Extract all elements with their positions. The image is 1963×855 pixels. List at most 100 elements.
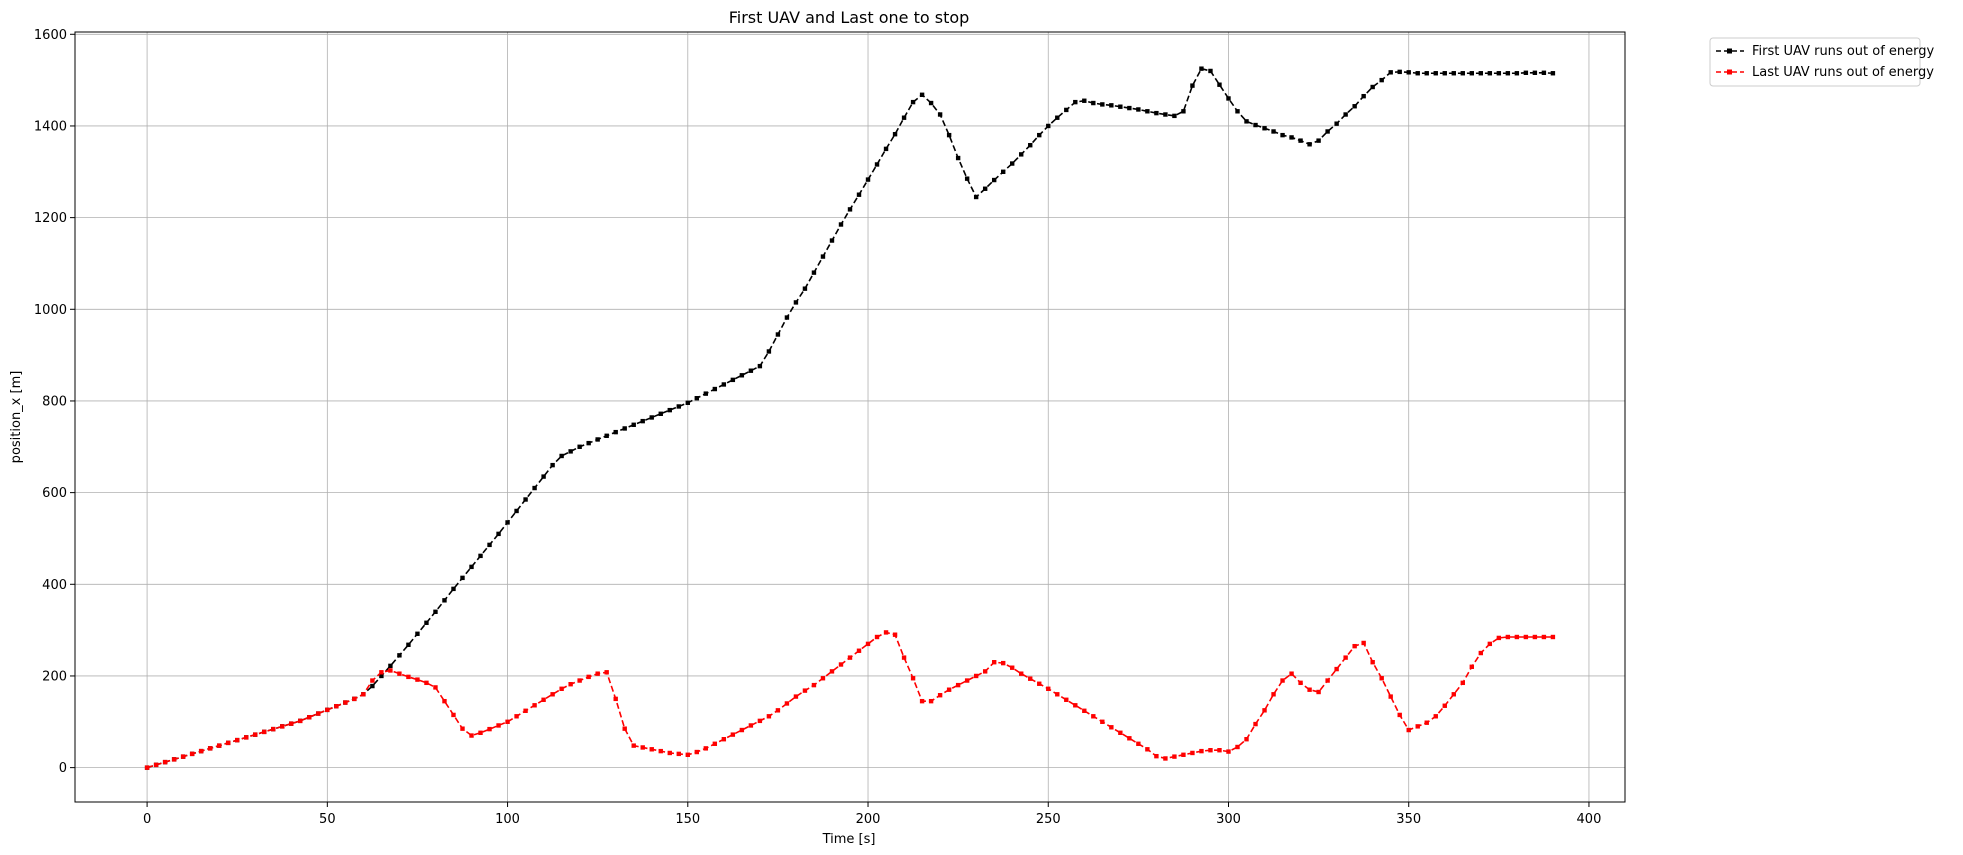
data-point xyxy=(1127,736,1132,741)
data-point xyxy=(1370,660,1375,665)
data-point xyxy=(379,673,384,679)
data-point xyxy=(1460,680,1465,686)
data-point xyxy=(685,752,690,757)
data-point xyxy=(1190,83,1195,88)
data-point xyxy=(685,400,690,405)
data-point xyxy=(811,682,817,688)
data-point xyxy=(1397,712,1402,718)
data-point xyxy=(1343,655,1348,660)
data-point xyxy=(532,485,537,491)
data-point xyxy=(1046,686,1051,691)
data-point xyxy=(1397,69,1402,75)
data-point xyxy=(343,700,348,705)
y-tick-label: 0 xyxy=(59,761,67,776)
data-point xyxy=(1487,71,1493,76)
data-point xyxy=(973,673,979,679)
data-point xyxy=(1118,730,1123,735)
x-tick-label: 250 xyxy=(1036,812,1061,827)
data-point xyxy=(1496,635,1502,641)
data-point xyxy=(649,747,654,752)
data-point xyxy=(1325,129,1330,134)
data-point xyxy=(838,662,844,667)
data-point xyxy=(1406,70,1411,75)
data-point xyxy=(334,704,339,709)
data-point xyxy=(667,750,672,756)
data-point xyxy=(1226,96,1231,101)
data-point xyxy=(487,542,492,548)
data-point xyxy=(667,407,672,413)
data-point xyxy=(1415,724,1420,729)
data-point xyxy=(982,669,988,674)
data-point xyxy=(1118,104,1123,109)
x-tick-label: 200 xyxy=(856,812,881,827)
data-point xyxy=(1280,678,1285,683)
data-point xyxy=(1487,641,1493,647)
data-point xyxy=(604,670,609,675)
plot-series xyxy=(144,66,1556,770)
data-point xyxy=(1253,721,1258,727)
data-point xyxy=(1271,129,1276,134)
data-point xyxy=(415,631,420,636)
data-point xyxy=(919,698,925,704)
data-point xyxy=(559,453,564,459)
data-point xyxy=(162,759,168,765)
data-point xyxy=(189,751,195,757)
data-point xyxy=(1127,105,1132,111)
data-point xyxy=(487,726,492,732)
data-point xyxy=(514,508,519,514)
data-point xyxy=(1334,666,1339,672)
data-point xyxy=(874,162,880,167)
data-point xyxy=(433,685,438,690)
data-point xyxy=(1325,678,1330,683)
data-point xyxy=(1541,70,1547,75)
data-point xyxy=(802,286,808,291)
data-point xyxy=(712,386,718,392)
data-point xyxy=(1523,70,1529,75)
data-point xyxy=(874,634,880,640)
data-point xyxy=(982,186,988,191)
data-point xyxy=(505,520,510,525)
data-point xyxy=(1154,110,1159,116)
data-point xyxy=(478,553,483,559)
data-point xyxy=(1352,104,1357,109)
data-point xyxy=(1082,708,1087,713)
data-point xyxy=(721,382,727,387)
data-point xyxy=(523,708,528,713)
data-point xyxy=(325,707,330,713)
data-point xyxy=(1343,112,1348,117)
data-point xyxy=(838,222,844,227)
data-point xyxy=(1496,71,1502,76)
legend: First UAV runs out of energy Last UAV ru… xyxy=(1709,37,1935,87)
data-point xyxy=(1532,634,1538,640)
data-point xyxy=(640,745,645,750)
data-point xyxy=(694,749,699,755)
data-point xyxy=(1307,687,1312,692)
data-point xyxy=(1190,750,1195,756)
data-point xyxy=(1505,634,1511,640)
data-point xyxy=(901,655,907,660)
data-point xyxy=(946,687,952,692)
data-point xyxy=(1424,720,1429,725)
data-point xyxy=(1154,753,1159,759)
data-point xyxy=(712,741,718,746)
data-point xyxy=(298,718,303,724)
y-tick-label: 800 xyxy=(42,394,67,409)
data-point xyxy=(1091,714,1096,719)
data-point xyxy=(144,765,150,770)
data-point xyxy=(586,440,591,446)
y-tick-label: 1200 xyxy=(34,211,67,226)
data-point xyxy=(370,678,375,683)
data-point xyxy=(415,677,420,682)
data-point xyxy=(1046,123,1051,129)
data-point xyxy=(235,737,240,743)
data-point xyxy=(1361,640,1366,646)
data-point xyxy=(820,676,826,681)
data-point xyxy=(676,404,681,409)
y-tick-label: 1600 xyxy=(34,28,67,43)
data-point xyxy=(577,678,582,683)
data-point xyxy=(730,377,736,383)
x-tick-label: 300 xyxy=(1216,812,1241,827)
data-point xyxy=(1460,71,1465,76)
data-point xyxy=(1505,71,1511,76)
